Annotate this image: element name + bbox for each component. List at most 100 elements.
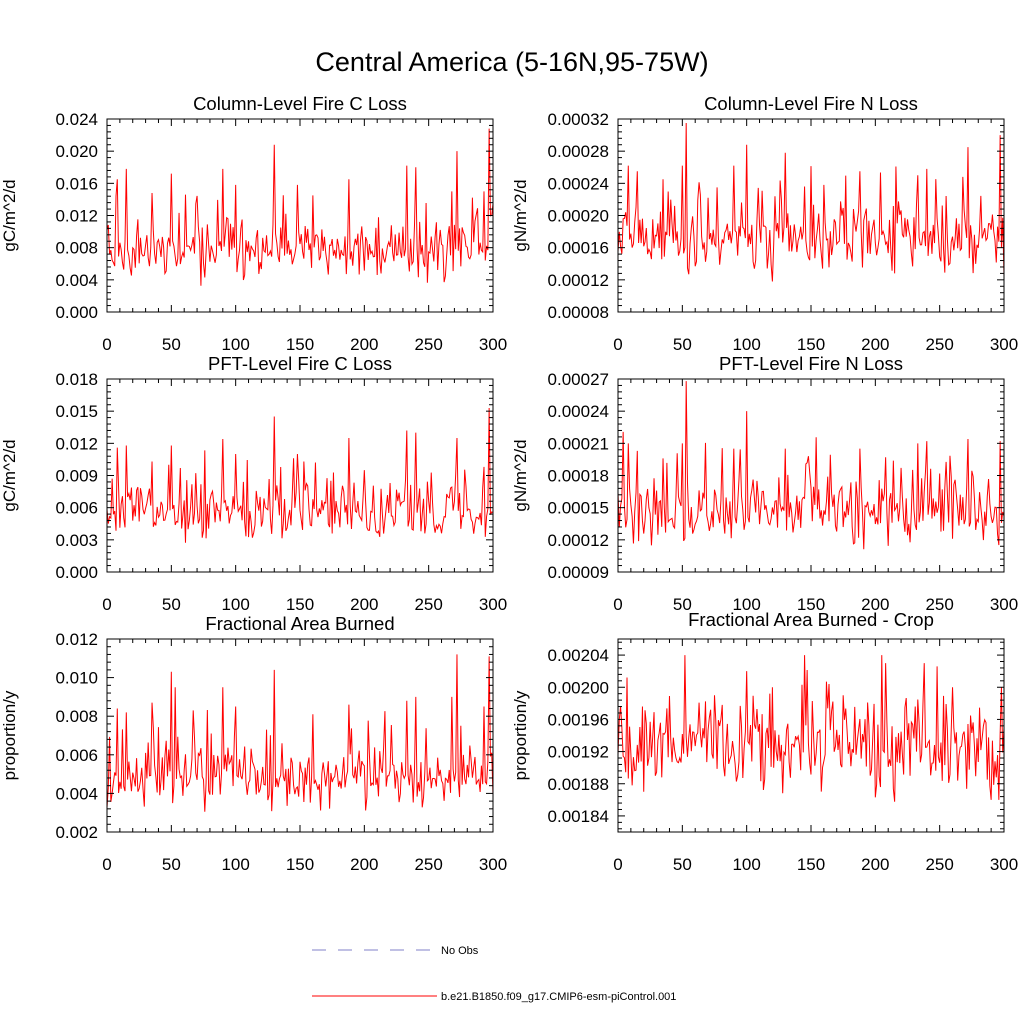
y-tick-label: 0.006 <box>55 746 98 765</box>
x-tick-label: 50 <box>673 595 692 614</box>
panel-grid: 0 50 100 150 200 250 300 0.000 0.004 0.008 0.012 0.… <box>0 93 1018 874</box>
y-tick-label: 0.024 <box>55 110 98 129</box>
x-tick-label: 300 <box>479 595 507 614</box>
y-tick-label: 0.009 <box>55 467 98 486</box>
y-tick-label: 0.00015 <box>548 499 609 518</box>
panel-title: Column-Level Fire C Loss <box>193 93 407 114</box>
x-tick-label: 200 <box>350 595 378 614</box>
x-tick-label: 0 <box>613 595 622 614</box>
plot-frame <box>617 378 1005 573</box>
y-tick-label: 0.00009 <box>548 563 609 582</box>
x-tick-label: 50 <box>162 855 181 874</box>
x-tick-label: 150 <box>286 335 314 354</box>
x-tick-label: 100 <box>221 855 249 874</box>
x-tick-label: 100 <box>732 335 760 354</box>
y-tick-label: 0.008 <box>55 707 98 726</box>
y-tick-label: 0.012 <box>55 630 98 649</box>
panel-title: Column-Level Fire N Loss <box>704 93 918 114</box>
y-axis-label: proportion/y <box>511 690 530 780</box>
chart-panel-2: 0 50 100 150 200 250 300 0.00008 0.00012 0.00016 0… <box>511 93 1018 354</box>
panel-title: Fractional Area Burned <box>205 613 394 634</box>
y-tick-label: 0.003 <box>55 531 98 550</box>
y-tick-label: 0.00184 <box>548 807 609 826</box>
chart-panel-3: 0 50 100 150 200 250 300 0.000 0.003 0.006 0.009 0.… <box>0 353 507 614</box>
y-tick-label: 0.00012 <box>548 271 609 290</box>
x-tick-label: 50 <box>673 335 692 354</box>
y-tick-label: 0.00020 <box>548 207 609 226</box>
y-tick-label: 0.00200 <box>548 678 609 697</box>
y-tick-label: 0.00027 <box>548 370 609 389</box>
x-tick-label: 0 <box>613 335 622 354</box>
y-tick-label: 0.006 <box>55 499 98 518</box>
x-tick-label: 150 <box>286 855 314 874</box>
x-tick-label: 0 <box>613 855 622 874</box>
panel-title: Fractional Area Burned - Crop <box>688 609 934 630</box>
x-tick-label: 300 <box>479 855 507 874</box>
chart-panel-4: 0 50 100 150 200 250 300 0.00009 0.00012 0.00015 0… <box>511 353 1018 614</box>
x-tick-label: 150 <box>797 855 825 874</box>
x-tick-label: 100 <box>221 335 249 354</box>
y-tick-label: 0.00188 <box>548 775 609 794</box>
series-line <box>106 654 494 812</box>
panel-title: PFT-Level Fire N Loss <box>719 353 903 374</box>
y-tick-label: 0.015 <box>55 402 98 421</box>
x-tick-label: 150 <box>286 595 314 614</box>
x-tick-label: 150 <box>797 335 825 354</box>
y-tick-label: 0.020 <box>55 142 98 161</box>
y-axis-label: proportion/y <box>0 690 19 780</box>
x-tick-label: 200 <box>861 855 889 874</box>
chart-panel-5: 0 50 100 150 200 250 300 0.002 0.004 0.006 0.008 0.… <box>0 613 507 874</box>
x-tick-label: 200 <box>861 335 889 354</box>
x-tick-label: 100 <box>732 595 760 614</box>
y-tick-label: 0.00028 <box>548 142 609 161</box>
x-tick-label: 250 <box>925 335 953 354</box>
x-tick-label: 250 <box>925 595 953 614</box>
x-tick-label: 200 <box>350 335 378 354</box>
series-line <box>617 123 1005 282</box>
y-axis-label: gC/m^2/d <box>0 179 19 251</box>
y-tick-label: 0.00024 <box>548 174 609 193</box>
x-tick-label: 150 <box>797 595 825 614</box>
y-tick-label: 0.00204 <box>548 646 609 665</box>
chart-panel-1: 0 50 100 150 200 250 300 0.000 0.004 0.008 0.012 0.… <box>0 93 507 354</box>
y-tick-label: 0.012 <box>55 434 98 453</box>
x-tick-label: 250 <box>414 335 442 354</box>
y-tick-label: 0.008 <box>55 239 98 258</box>
y-tick-label: 0.00012 <box>548 531 609 550</box>
legend-model-label: b.e21.B1850.f09_g17.CMIP6-esm-piControl.… <box>441 991 676 1003</box>
x-tick-label: 200 <box>350 855 378 874</box>
x-tick-label: 300 <box>479 335 507 354</box>
plot-frame <box>617 638 1005 833</box>
series-line <box>106 128 494 286</box>
x-tick-label: 250 <box>925 855 953 874</box>
x-tick-label: 0 <box>102 855 111 874</box>
legend: No Obs b.e21.B1850.f09_g17.CMIP6-esm-piC… <box>312 945 676 1003</box>
x-tick-label: 0 <box>102 335 111 354</box>
y-axis-label: gN/m^2/d <box>511 179 530 251</box>
x-tick-label: 250 <box>414 855 442 874</box>
x-tick-label: 50 <box>162 595 181 614</box>
series-line <box>617 381 1005 550</box>
y-tick-label: 0.00016 <box>548 239 609 258</box>
x-tick-label: 0 <box>102 595 111 614</box>
y-tick-label: 0.00192 <box>548 743 609 762</box>
legend-no-obs-label: No Obs <box>441 945 479 957</box>
y-tick-label: 0.00024 <box>548 402 609 421</box>
y-tick-label: 0.010 <box>55 669 98 688</box>
y-tick-label: 0.00021 <box>548 434 609 453</box>
y-tick-label: 0.004 <box>55 784 98 803</box>
x-tick-label: 50 <box>673 855 692 874</box>
x-tick-label: 100 <box>221 595 249 614</box>
y-tick-label: 0.00018 <box>548 467 609 486</box>
y-axis-label: gN/m^2/d <box>511 439 530 511</box>
chart-panel-6: 0 50 100 150 200 250 300 0.00184 0.00188 0.00192 0… <box>511 609 1018 874</box>
y-tick-label: 0.000 <box>55 303 98 322</box>
y-axis-label: gC/m^2/d <box>0 439 19 511</box>
y-tick-label: 0.004 <box>55 271 98 290</box>
x-tick-label: 200 <box>861 595 889 614</box>
panel-title: PFT-Level Fire C Loss <box>208 353 392 374</box>
plot-frame <box>106 378 494 573</box>
y-tick-label: 0.00196 <box>548 710 609 729</box>
